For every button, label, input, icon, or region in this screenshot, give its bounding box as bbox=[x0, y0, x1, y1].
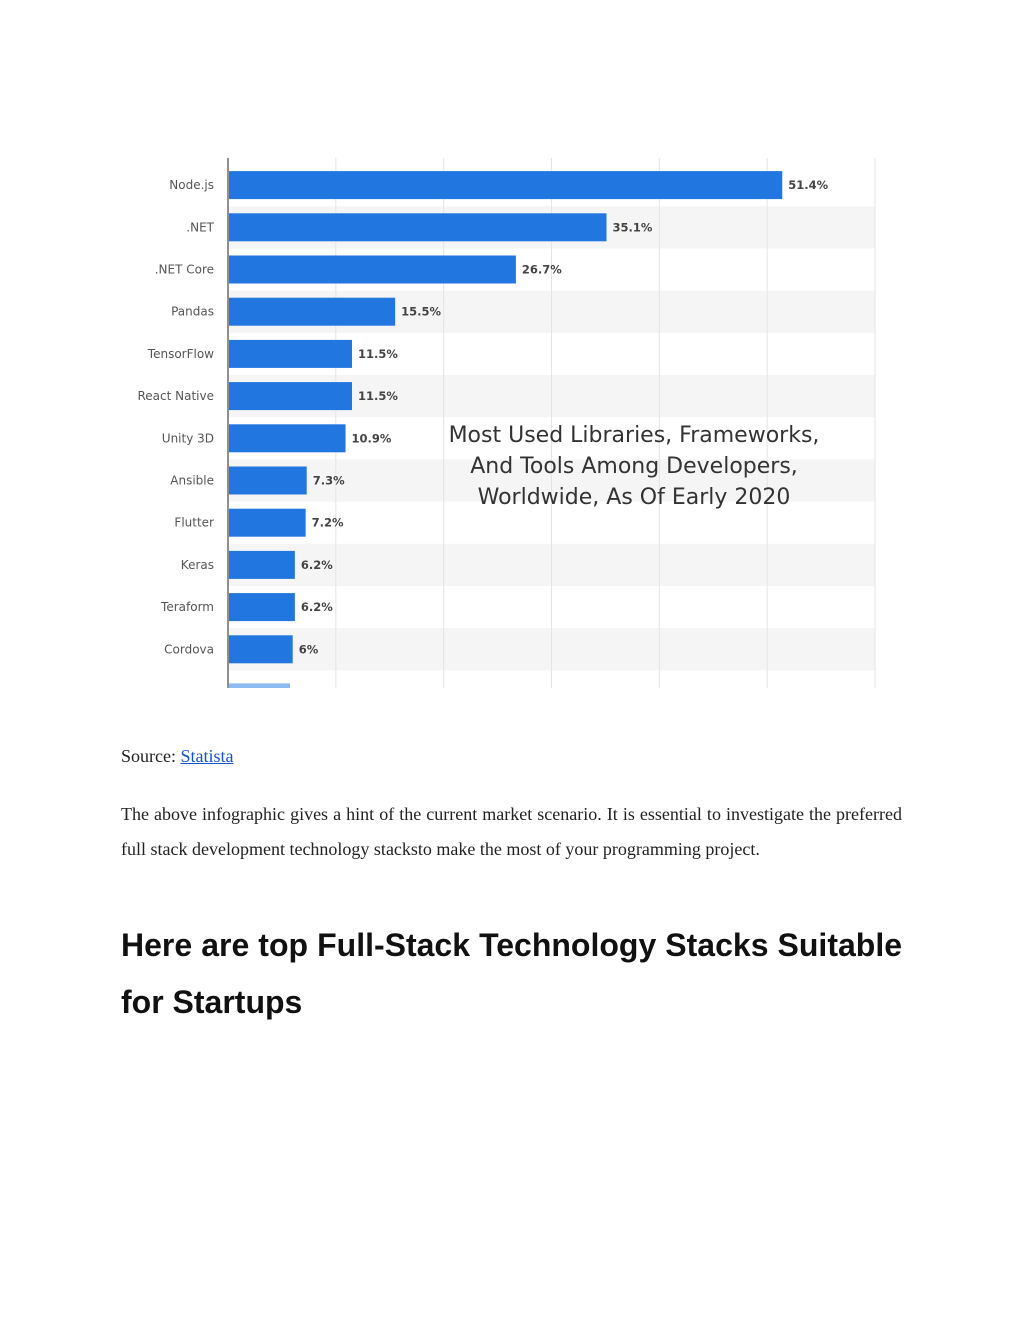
category-label: .NET Core bbox=[155, 263, 214, 277]
category-label: Ansible bbox=[170, 474, 214, 488]
category-label: Node.js bbox=[169, 178, 214, 192]
value-label: 51.4% bbox=[788, 178, 828, 192]
category-label: Unity 3D bbox=[162, 431, 214, 445]
value-label: 7.3% bbox=[313, 474, 345, 488]
chart-title-line: Most Used Libraries, Frameworks, bbox=[449, 423, 820, 448]
bar bbox=[229, 424, 346, 453]
category-label: .NET bbox=[186, 220, 214, 234]
bar bbox=[229, 508, 306, 537]
bar bbox=[229, 213, 607, 242]
bar bbox=[229, 339, 353, 368]
value-label: 11.5% bbox=[358, 389, 398, 403]
bar bbox=[229, 171, 783, 200]
body-paragraph: The above infographic gives a hint of th… bbox=[121, 804, 902, 859]
category-label: Flutter bbox=[174, 516, 214, 530]
value-label: 6.2% bbox=[301, 558, 333, 572]
source-prefix: Source: bbox=[121, 746, 181, 766]
partial-bar bbox=[229, 683, 290, 688]
category-label: Pandas bbox=[171, 305, 214, 319]
section-heading: Here are top Full-Stack Technology Stack… bbox=[121, 927, 902, 1020]
bar-chart: Node.js 51.4% .NET 35.1% .NET Core 26.7% Panda… bbox=[130, 158, 890, 688]
category-label: TensorFlow bbox=[147, 347, 214, 361]
value-label: 35.1% bbox=[612, 220, 652, 234]
value-label: 26.7% bbox=[522, 263, 562, 277]
bar bbox=[229, 550, 295, 579]
source-line: Source: Statista bbox=[121, 746, 233, 767]
category-label: React Native bbox=[137, 389, 214, 403]
bar-chart-svg: Node.js 51.4% .NET 35.1% .NET Core 26.7% Panda… bbox=[137, 158, 876, 688]
bar bbox=[229, 297, 396, 326]
category-label: Keras bbox=[181, 558, 214, 572]
source-link[interactable]: Statista bbox=[180, 746, 234, 766]
bar bbox=[229, 382, 353, 411]
value-label: 15.5% bbox=[401, 305, 441, 319]
value-label: 6% bbox=[299, 642, 319, 656]
category-label: Teraform bbox=[160, 600, 214, 614]
chart-title-line: And Tools Among Developers, bbox=[470, 454, 798, 479]
chart-title-line: Worldwide, As Of Early 2020 bbox=[478, 485, 791, 510]
bar bbox=[229, 255, 516, 284]
category-label: Cordova bbox=[164, 642, 214, 656]
value-label: 11.5% bbox=[358, 347, 398, 361]
value-label: 7.2% bbox=[312, 516, 344, 530]
bar bbox=[229, 635, 293, 664]
value-label: 6.2% bbox=[301, 600, 333, 614]
value-label: 10.9% bbox=[352, 431, 392, 445]
bar bbox=[229, 593, 295, 622]
bar bbox=[229, 466, 307, 495]
